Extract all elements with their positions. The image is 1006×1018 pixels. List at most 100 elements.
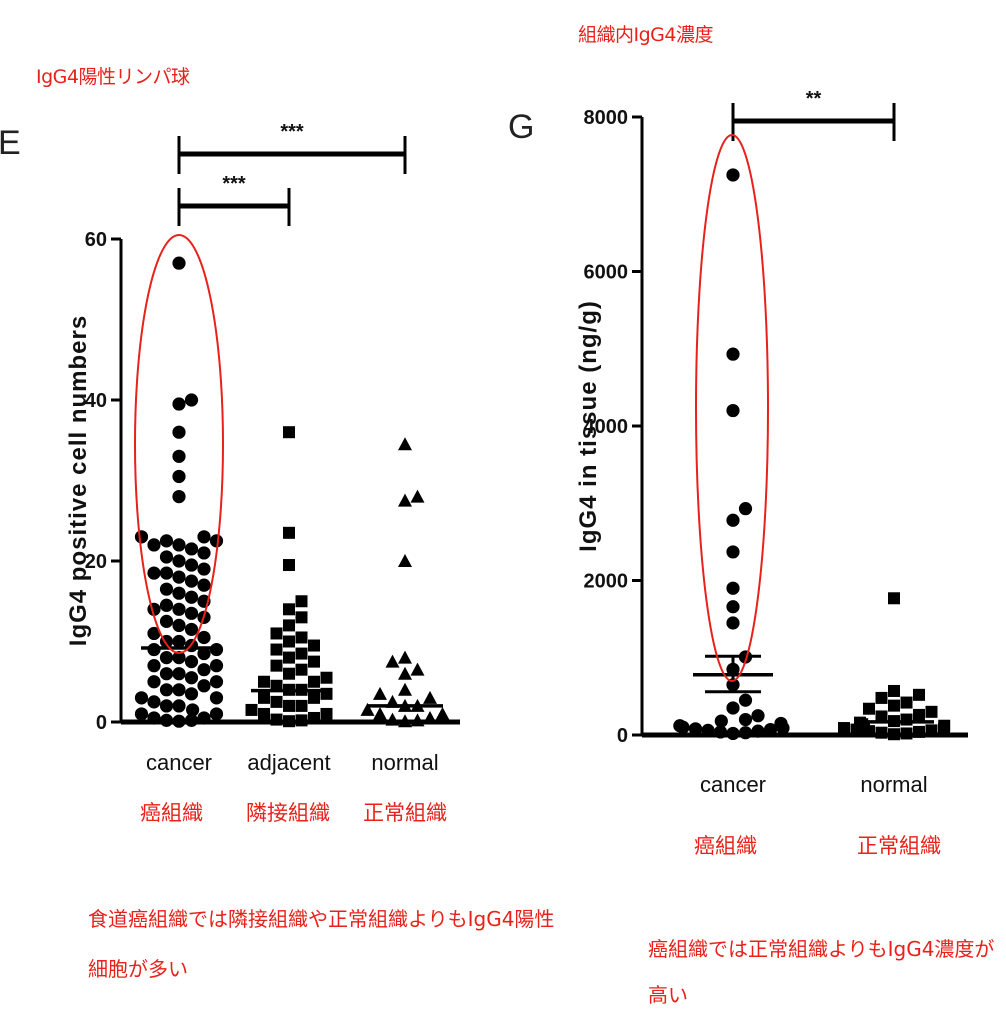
panel-e-point-adjacent xyxy=(283,426,295,438)
panel-e-point-cancer xyxy=(160,714,173,727)
panel-g-point-normal xyxy=(913,709,925,721)
panel-e-point-cancer xyxy=(172,538,185,551)
panel-e-point-adjacent xyxy=(271,660,283,672)
panel-e-point-cancer xyxy=(172,450,185,463)
panel-g-point-cancer xyxy=(751,709,764,722)
panel-g-point-normal xyxy=(913,726,925,738)
panel-e-point-adjacent xyxy=(258,692,270,704)
panel-e-point-cancer xyxy=(172,603,185,616)
panel-e-point-cancer xyxy=(160,583,173,596)
panel-g-point-normal xyxy=(938,720,950,732)
panel-g-point-normal xyxy=(876,692,888,704)
panel-e-point-adjacent xyxy=(308,640,320,652)
panel-e-point-adjacent xyxy=(283,619,295,631)
panel-e-point-adjacent xyxy=(283,603,295,615)
panel-g-point-normal xyxy=(888,685,900,697)
panel-e-point-cancer xyxy=(160,699,173,712)
panel-e-point-adjacent xyxy=(296,700,308,712)
panel-e-point-cancer xyxy=(185,671,198,684)
panel-e-point-normal xyxy=(373,687,387,700)
panel-g-category-label-cancer: cancer xyxy=(700,772,766,797)
panel-e-point-cancer xyxy=(172,699,185,712)
panel-e-point-adjacent xyxy=(296,714,308,726)
panel-e-point-cancer xyxy=(172,490,185,503)
panel-e-point-adjacent xyxy=(308,676,320,688)
panel-g-point-cancer xyxy=(726,514,739,527)
panel-g-y-tick-label: 0 xyxy=(617,725,628,747)
panel-e-sig-label: *** xyxy=(280,121,304,143)
panel-g-point-cancer xyxy=(774,717,787,730)
panel-e-point-normal xyxy=(423,711,437,724)
panel-e-point-cancer xyxy=(160,651,173,664)
panel-e-point-cancer xyxy=(147,711,160,724)
panel-g-point-cancer xyxy=(701,724,714,737)
panel-e-point-cancer xyxy=(172,635,185,648)
panel-e-point-adjacent xyxy=(296,611,308,623)
panel-g-point-cancer xyxy=(739,502,752,515)
panel-e-point-adjacent xyxy=(296,595,308,607)
panel-g-point-cancer xyxy=(739,726,752,739)
panel-g-point-normal xyxy=(876,727,888,739)
panel-e-point-normal xyxy=(398,651,412,664)
panel-e-point-cancer xyxy=(185,623,198,636)
panel-e-point-cancer xyxy=(186,703,199,716)
panel-e-point-adjacent xyxy=(308,692,320,704)
panel-g-y-tick-label: 6000 xyxy=(584,262,629,284)
panel-e-point-cancer xyxy=(185,607,198,620)
panel-e-point-normal xyxy=(386,655,400,668)
panel-g-point-cancer xyxy=(726,616,739,629)
panel-e-point-normal xyxy=(398,494,412,507)
panel-e-point-cancer xyxy=(185,575,198,588)
panel-e-point-adjacent xyxy=(308,712,320,724)
panel-e-point-cancer xyxy=(147,538,160,551)
panel-g-point-cancer xyxy=(726,600,739,613)
panel-e-point-normal xyxy=(398,683,412,696)
panel-g-y-tick-label: 2000 xyxy=(584,571,629,593)
panel-e-sig-label: *** xyxy=(222,173,246,195)
panel-e-point-normal xyxy=(398,554,412,567)
panel-e-point-cancer xyxy=(160,566,173,579)
panel-e-point-adjacent xyxy=(321,672,333,684)
panel-e-point-cancer xyxy=(197,679,210,692)
panel-e-point-cancer xyxy=(197,546,210,559)
panel-g-point-normal xyxy=(926,706,938,718)
panel-e-y-tick-label: 0 xyxy=(96,712,107,734)
panel-e-point-cancer xyxy=(160,683,173,696)
panel-g-point-cancer xyxy=(726,727,739,740)
panel-e-point-adjacent xyxy=(296,631,308,643)
panel-g-point-cancer xyxy=(726,168,739,181)
panel-g-point-cancer xyxy=(726,404,739,417)
panel-g-point-normal xyxy=(888,728,900,740)
panel-e-point-normal xyxy=(423,691,437,704)
panel-g-point-cancer xyxy=(726,545,739,558)
panel-e-point-cancer xyxy=(185,542,198,555)
panel-e-point-cancer xyxy=(160,599,173,612)
panel-e-point-cancer xyxy=(185,655,198,668)
panel-e-y-axis-label: IgG4 positive cell numbers xyxy=(65,315,92,646)
panel-e-point-cancer xyxy=(210,691,223,704)
panel-g-point-cancer xyxy=(739,694,752,707)
panel-e-point-cancer xyxy=(210,659,223,672)
panel-e-point-adjacent xyxy=(271,696,283,708)
panel-e-point-adjacent xyxy=(283,652,295,664)
panel-e-point-adjacent xyxy=(246,704,258,716)
panel-e-point-cancer xyxy=(172,619,185,632)
panel-e-point-adjacent xyxy=(283,559,295,571)
panel-e-point-normal xyxy=(411,490,425,503)
panel-e-point-cancer xyxy=(147,659,160,672)
panel-e-point-adjacent xyxy=(283,527,295,539)
panel-e-point-cancer xyxy=(197,663,210,676)
panel-e-point-adjacent xyxy=(283,715,295,727)
panel-e-point-normal xyxy=(436,707,450,720)
panel-g-sig-label: ** xyxy=(806,88,822,110)
panel-g-point-cancer xyxy=(726,348,739,361)
panel-e-point-adjacent xyxy=(283,700,295,712)
panel-e-point-adjacent xyxy=(271,627,283,639)
panel-e-point-cancer xyxy=(172,683,185,696)
panel-e-point-adjacent xyxy=(296,648,308,660)
panel-g-point-cancer xyxy=(726,582,739,595)
panel-g-point-normal xyxy=(888,592,900,604)
panel-g-point-cancer xyxy=(715,714,728,727)
panel-e-point-cancer xyxy=(160,550,173,563)
